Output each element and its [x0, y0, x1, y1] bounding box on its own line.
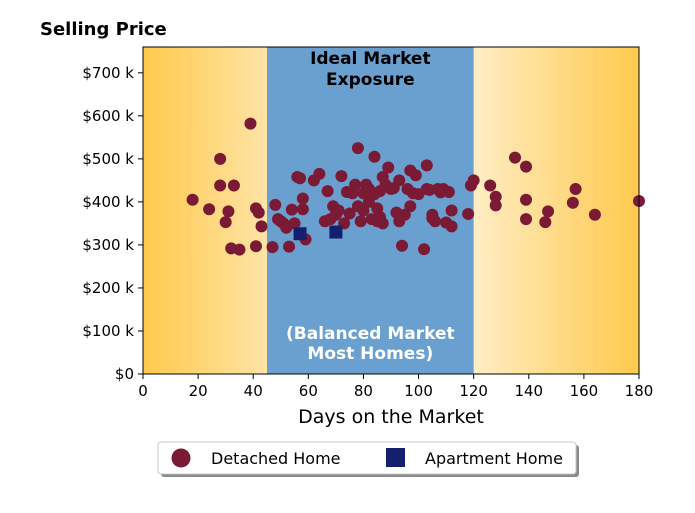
plot-area: Ideal Market Exposure (Balanced Market M… — [142, 46, 645, 375]
y-axis: $0 $100 k $200 k $300 k $400 k $500 k $600 k $7… — [82, 64, 143, 383]
detached-point-98 — [539, 216, 552, 229]
detached-point-13 — [255, 220, 268, 233]
y-tick-label: $0 — [115, 365, 134, 383]
y-tick-label: $200 k — [82, 279, 134, 297]
detached-point-46 — [357, 204, 370, 217]
detached-point-72 — [409, 169, 422, 182]
x-tick-label: 100 — [404, 382, 433, 400]
detached-point-52 — [368, 150, 381, 163]
detached-point-86 — [445, 204, 458, 217]
x-tick-label: 80 — [354, 382, 373, 400]
detached-point-66 — [396, 239, 409, 252]
detached-point-44 — [354, 215, 367, 228]
band-top-label-line1: Ideal Market — [310, 49, 431, 69]
detached-point-100 — [566, 196, 579, 209]
detached-point-94 — [509, 151, 521, 164]
x-tick-label: 40 — [244, 382, 263, 400]
x-tick-label: 160 — [570, 382, 599, 400]
detached-point-31 — [321, 185, 334, 198]
x-tick-label: 140 — [514, 382, 543, 400]
legend-label-detached-home: Detached Home — [211, 449, 341, 468]
y-tick-label: $500 k — [82, 150, 134, 168]
band-bottom-label-line1: (Balanced Market — [286, 324, 455, 344]
detached-point-42 — [351, 142, 364, 155]
detached-point-102 — [588, 208, 601, 221]
chart-title: Selling Price — [40, 19, 167, 40]
detached-point-69 — [404, 200, 417, 213]
legend-marker-detached-home — [171, 448, 191, 468]
y-tick-label: $100 k — [82, 322, 134, 340]
detached-point-92 — [489, 190, 502, 203]
detached-point-1 — [203, 203, 216, 216]
detached-point-87 — [445, 220, 458, 233]
detached-point-9 — [244, 117, 257, 130]
detached-point-22 — [288, 217, 301, 230]
detached-point-29 — [313, 167, 326, 180]
detached-point-26 — [296, 192, 309, 205]
band-bottom-label-line2: Most Homes) — [307, 344, 433, 364]
y-tick-label: $300 k — [82, 236, 134, 254]
detached-point-101 — [569, 182, 582, 195]
y-tick-label: $700 k — [82, 64, 134, 82]
x-tick-label: 0 — [138, 382, 148, 400]
detached-point-10 — [249, 240, 262, 253]
detached-point-67 — [398, 208, 411, 221]
detached-point-60 — [382, 161, 395, 174]
detached-point-2 — [214, 152, 227, 165]
detached-point-4 — [219, 216, 232, 229]
legend: Detached Home Apartment Home — [157, 441, 579, 477]
detached-point-15 — [269, 198, 282, 211]
apartment-point-1 — [329, 225, 343, 239]
detached-point-58 — [376, 217, 389, 230]
x-axis: 0 20 40 60 80 100 120 140 160 180 — [138, 374, 653, 400]
x-tick-label: 180 — [625, 382, 654, 400]
detached-point-24 — [294, 172, 307, 185]
detached-point-0 — [186, 193, 199, 206]
y-tick-label: $400 k — [82, 193, 134, 211]
detached-point-21 — [285, 203, 298, 216]
detached-point-41 — [349, 178, 362, 191]
detached-point-95 — [520, 160, 533, 173]
legend-label-apartment-home: Apartment Home — [425, 449, 563, 468]
x-axis-label: Days on the Market — [298, 406, 484, 428]
detached-point-25 — [296, 203, 309, 216]
x-tick-label: 120 — [459, 382, 488, 400]
detached-point-35 — [332, 204, 345, 217]
detached-point-97 — [520, 213, 533, 226]
detached-point-90 — [467, 174, 480, 187]
detached-point-14 — [266, 241, 279, 254]
detached-point-3 — [214, 179, 227, 192]
apartment-point-0 — [293, 227, 307, 241]
detached-point-8 — [233, 243, 246, 256]
detached-point-91 — [484, 179, 497, 192]
band-top-label-line2: Exposure — [326, 70, 415, 90]
detached-point-96 — [520, 193, 533, 206]
detached-point-99 — [542, 205, 555, 218]
detached-point-65 — [393, 174, 406, 187]
y-tick-label: $600 k — [82, 107, 134, 125]
detached-point-93 — [489, 199, 502, 212]
detached-point-5 — [222, 205, 235, 218]
x-tick-label: 60 — [299, 382, 318, 400]
detached-point-20 — [283, 240, 296, 253]
detached-point-80 — [429, 215, 442, 228]
detached-point-85 — [442, 185, 455, 198]
detached-point-74 — [418, 243, 431, 256]
plot-frame — [142, 46, 640, 375]
detached-point-36 — [335, 170, 348, 183]
detached-point-88 — [462, 207, 475, 220]
legend-box — [157, 441, 577, 475]
legend-marker-apartment-home — [386, 448, 405, 467]
detached-point-12 — [252, 206, 265, 219]
detached-point-7 — [227, 179, 240, 192]
detached-point-76 — [420, 159, 433, 172]
detached-point-39 — [343, 207, 356, 220]
x-tick-label: 20 — [189, 382, 208, 400]
